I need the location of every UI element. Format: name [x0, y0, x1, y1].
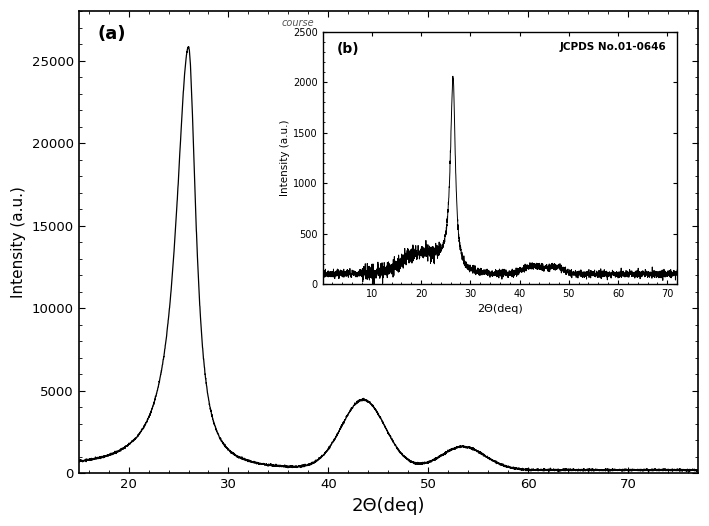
Y-axis label: Intensity (a.u.): Intensity (a.u.) [280, 119, 290, 196]
X-axis label: 2Θ(deq): 2Θ(deq) [477, 305, 523, 315]
Text: (b): (b) [337, 42, 359, 56]
Text: course: course [281, 18, 314, 28]
Text: (a): (a) [97, 25, 125, 43]
Y-axis label: Intensity (a.u.): Intensity (a.u.) [11, 186, 26, 298]
Text: JCPDS No.01-0646: JCPDS No.01-0646 [559, 42, 666, 52]
X-axis label: 2Θ(deq): 2Θ(deq) [352, 497, 425, 515]
